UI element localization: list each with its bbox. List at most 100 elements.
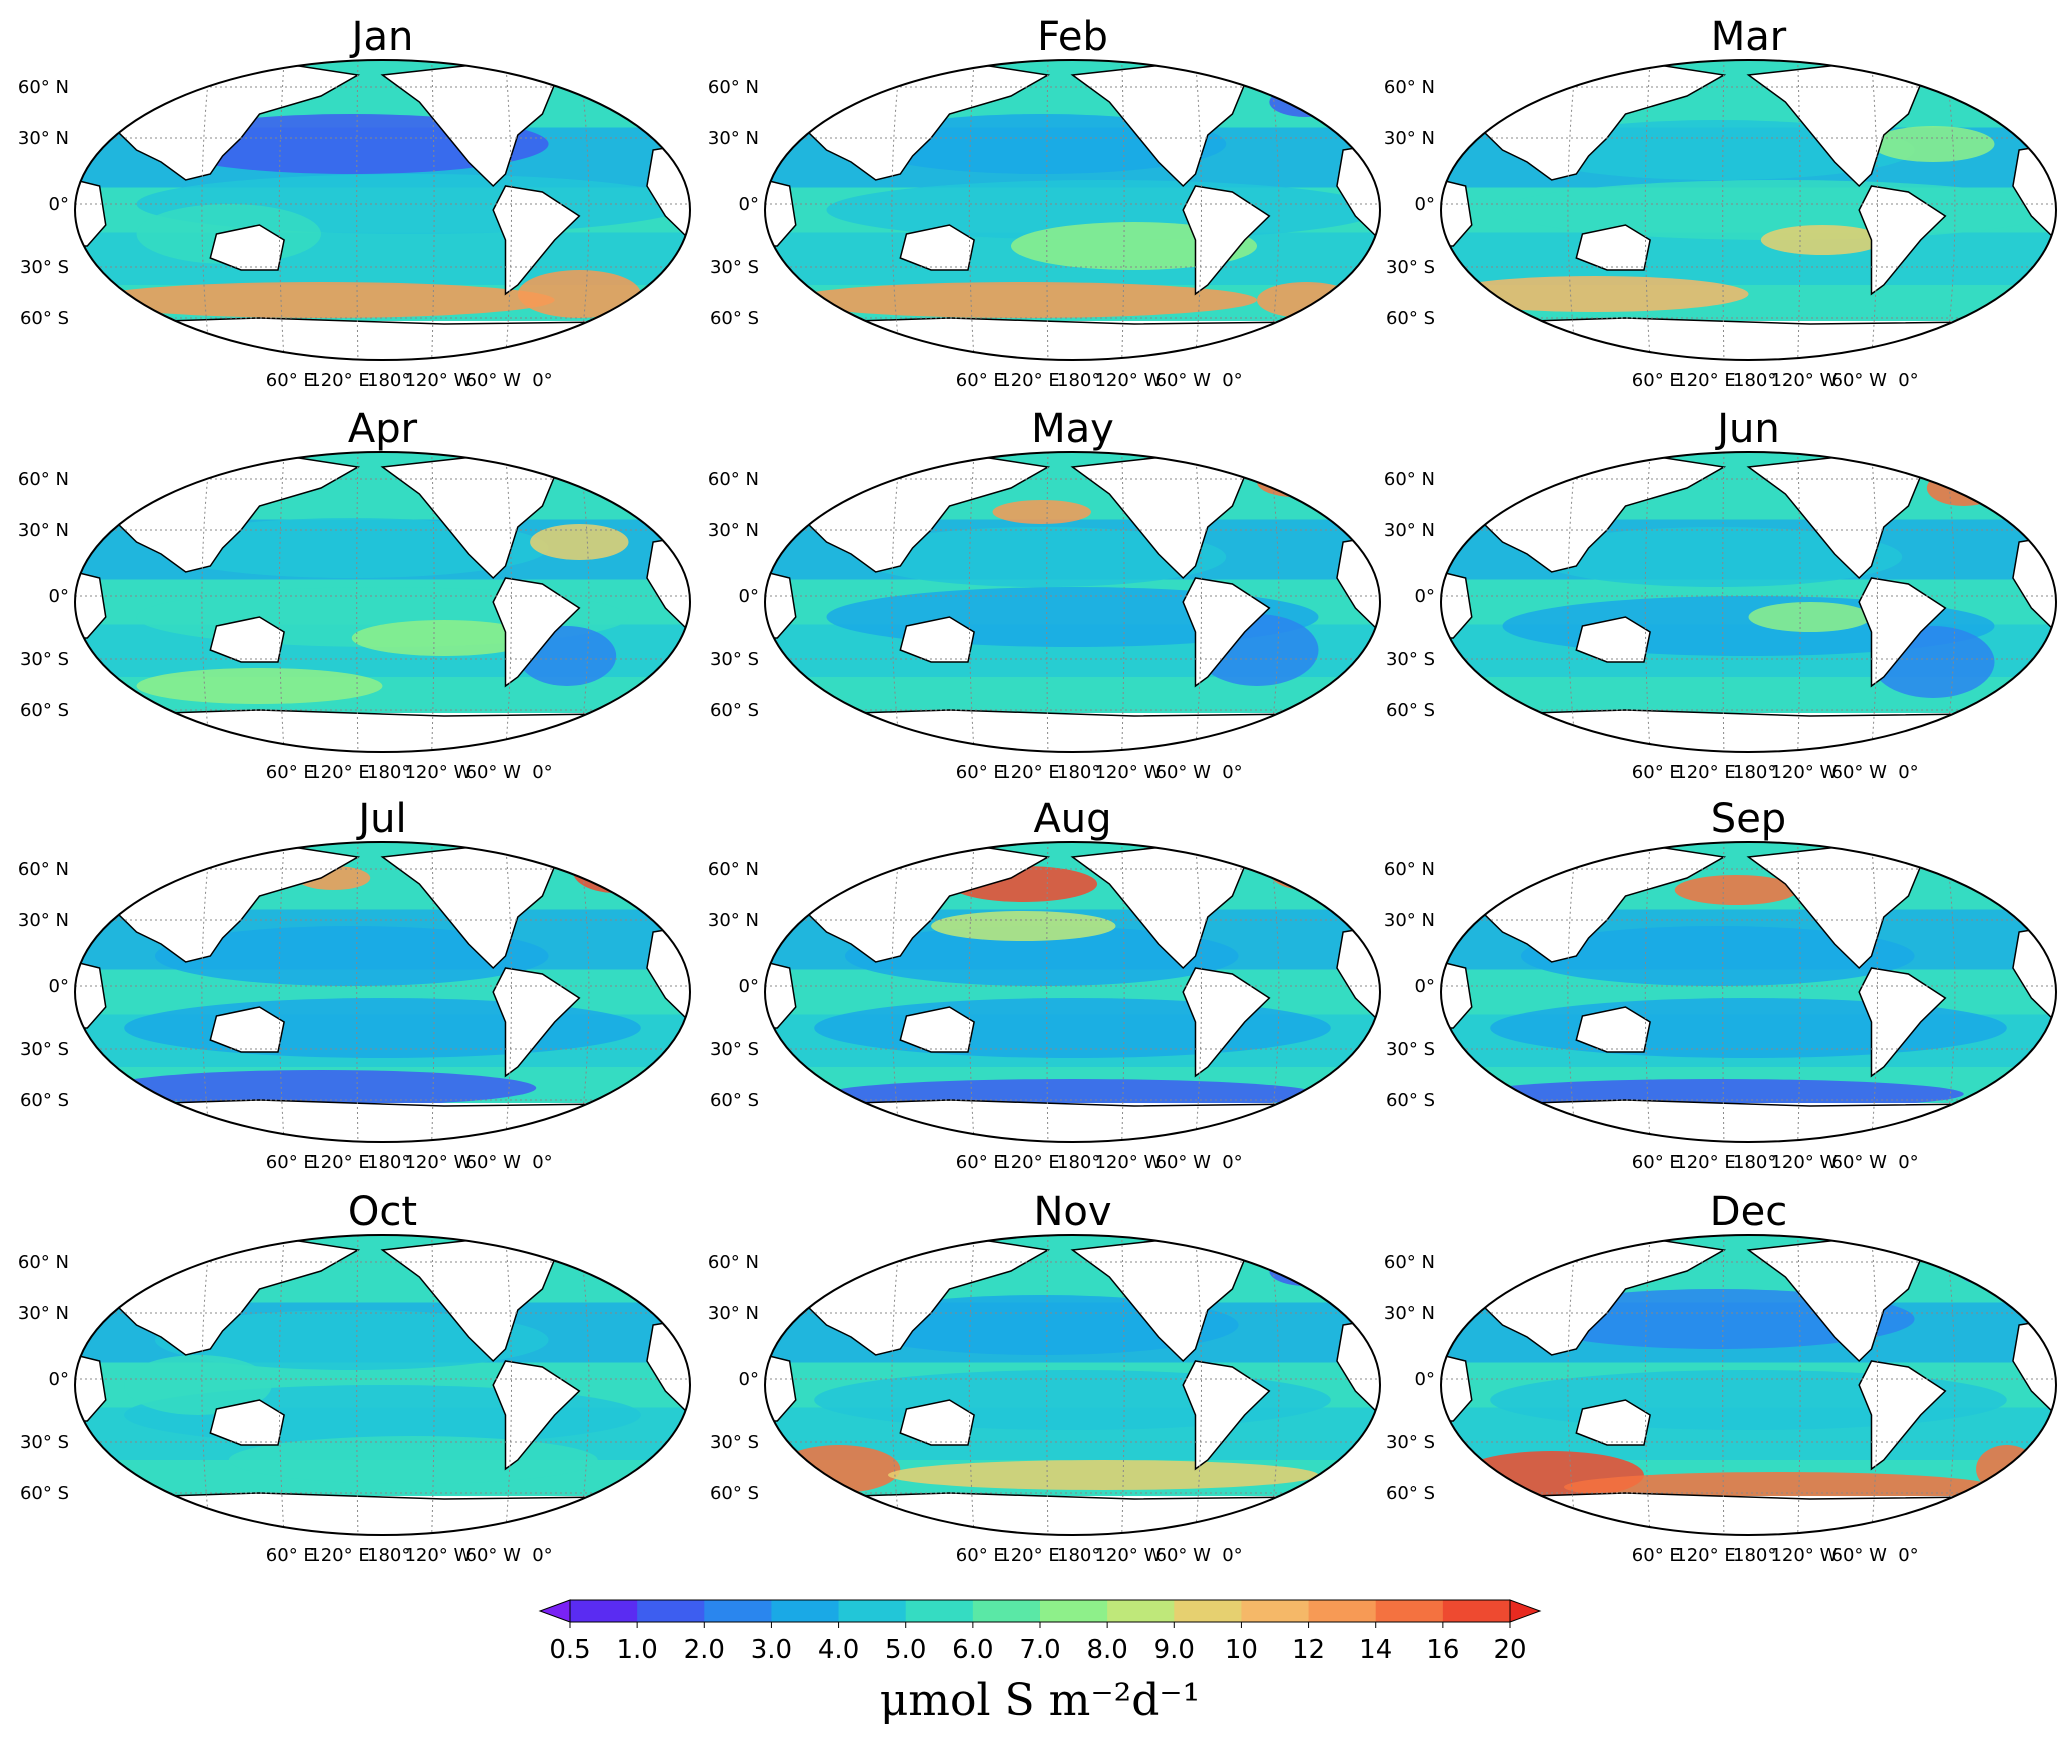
flux-region bbox=[992, 500, 1091, 524]
lon-label: 120° E bbox=[309, 762, 369, 783]
lon-label: 60° W bbox=[1156, 762, 1212, 783]
flux-region bbox=[1269, 854, 1344, 890]
lon-label: 60° W bbox=[1156, 370, 1212, 391]
flux-region bbox=[789, 282, 1257, 318]
lon-label: 0° bbox=[532, 1152, 552, 1173]
lon-label: 120° E bbox=[1675, 1545, 1735, 1566]
colorbar-segment bbox=[1375, 1600, 1444, 1622]
lat-label: 30° S bbox=[710, 1432, 759, 1453]
lat-label: 0° bbox=[1415, 194, 1435, 215]
panel-title: May bbox=[1031, 406, 1114, 452]
flux-region bbox=[777, 1445, 901, 1493]
map-outline bbox=[1439, 451, 2058, 753]
map-outline bbox=[73, 451, 692, 753]
lat-label: 60° N bbox=[708, 1252, 759, 1273]
colorbar-segment bbox=[1040, 1600, 1108, 1622]
map-outline bbox=[1439, 841, 2058, 1143]
lat-label: 30° N bbox=[708, 128, 759, 149]
flux-region bbox=[1441, 276, 1749, 312]
lat-label: 60° N bbox=[708, 77, 759, 98]
lat-label: 60° S bbox=[1386, 1090, 1435, 1111]
lon-label: 180° bbox=[1733, 1152, 1776, 1173]
lat-label: 30° N bbox=[708, 520, 759, 541]
lon-label: 0° bbox=[532, 762, 552, 783]
lat-label: 30° N bbox=[1384, 520, 1435, 541]
colorbar-tick-label: 20 bbox=[1493, 1635, 1526, 1665]
map-outline bbox=[73, 1234, 692, 1536]
lon-label: 60° W bbox=[1156, 1152, 1212, 1173]
lon-label: 180° bbox=[1057, 370, 1100, 391]
graticule bbox=[75, 452, 690, 752]
colorbar-segment bbox=[1107, 1600, 1175, 1622]
lat-label: 60° N bbox=[18, 1252, 69, 1273]
lon-label: 60° E bbox=[266, 762, 315, 783]
flux-region bbox=[573, 851, 660, 893]
lat-label: 0° bbox=[49, 194, 69, 215]
lat-label: 60° S bbox=[20, 308, 69, 329]
lon-label: 180° bbox=[1057, 1545, 1100, 1566]
lat-label: 30° S bbox=[1386, 1432, 1435, 1453]
lat-label: 0° bbox=[1415, 976, 1435, 997]
graticule bbox=[765, 1235, 1380, 1535]
map-outline bbox=[763, 59, 1382, 361]
colorbar-segment bbox=[972, 1600, 1041, 1622]
lon-label: 0° bbox=[1222, 762, 1242, 783]
panel-title: Apr bbox=[348, 406, 418, 452]
lon-label: 120° W bbox=[1770, 1152, 1837, 1173]
colorbar-tick-label: 9.0 bbox=[1154, 1635, 1195, 1665]
panel-title: Aug bbox=[1033, 796, 1111, 842]
lat-label: 60° S bbox=[710, 308, 759, 329]
lat-label: 60° S bbox=[1386, 1483, 1435, 1504]
lon-label: 60° W bbox=[466, 762, 522, 783]
lon-label: 120° W bbox=[1094, 1545, 1161, 1566]
colorbar-tick-label: 3.0 bbox=[751, 1635, 792, 1665]
lat-label: 0° bbox=[739, 586, 759, 607]
lat-label: 60° N bbox=[1384, 469, 1435, 490]
lat-label: 30° N bbox=[708, 910, 759, 931]
lon-label: 60° E bbox=[266, 1545, 315, 1566]
lat-label: 60° N bbox=[708, 859, 759, 880]
flux-region bbox=[154, 518, 549, 578]
lat-label: 30° N bbox=[1384, 910, 1435, 931]
flux-region bbox=[1760, 225, 1884, 255]
lon-label: 180° bbox=[367, 762, 410, 783]
flux-region bbox=[228, 1436, 598, 1484]
colorbar-tick-label: 2.0 bbox=[684, 1635, 725, 1665]
panel-title: Feb bbox=[1037, 14, 1108, 60]
lon-label: 180° bbox=[367, 1152, 410, 1173]
lon-label: 120° W bbox=[1770, 1545, 1837, 1566]
map-outline bbox=[73, 841, 692, 1143]
colorbar-segment bbox=[1241, 1600, 1310, 1622]
graticule bbox=[75, 59, 690, 360]
lon-label: 120° E bbox=[309, 1545, 369, 1566]
flux-region bbox=[124, 1355, 272, 1415]
lon-label: 60° W bbox=[1832, 1152, 1888, 1173]
flux-region bbox=[1257, 282, 1356, 318]
graticule bbox=[1441, 842, 2056, 1142]
lat-label: 60° S bbox=[710, 1483, 759, 1504]
flux-region bbox=[844, 926, 1239, 986]
flux-region bbox=[1520, 926, 1915, 986]
colorbar-tick-label: 12 bbox=[1292, 1635, 1325, 1665]
lat-label: 0° bbox=[739, 194, 759, 215]
lon-label: 120° W bbox=[1770, 370, 1837, 391]
lat-label: 30° N bbox=[18, 1303, 69, 1324]
lon-label: 0° bbox=[532, 1545, 552, 1566]
colorbar-tick-label: 1.0 bbox=[616, 1635, 657, 1665]
flux-region bbox=[154, 926, 549, 986]
lon-label: 0° bbox=[1898, 370, 1918, 391]
colorbar-segment bbox=[570, 1600, 638, 1622]
lon-label: 120° W bbox=[404, 1152, 471, 1173]
lat-label: 0° bbox=[49, 586, 69, 607]
lon-label: 180° bbox=[1733, 1545, 1776, 1566]
lon-label: 120° E bbox=[1675, 370, 1735, 391]
colorbar-segment bbox=[704, 1600, 772, 1622]
lon-label: 0° bbox=[1222, 1545, 1242, 1566]
flux-region bbox=[136, 668, 383, 704]
lat-label: 60° N bbox=[18, 859, 69, 880]
flux-region bbox=[351, 620, 537, 656]
colorbar-segment bbox=[1308, 1600, 1377, 1622]
